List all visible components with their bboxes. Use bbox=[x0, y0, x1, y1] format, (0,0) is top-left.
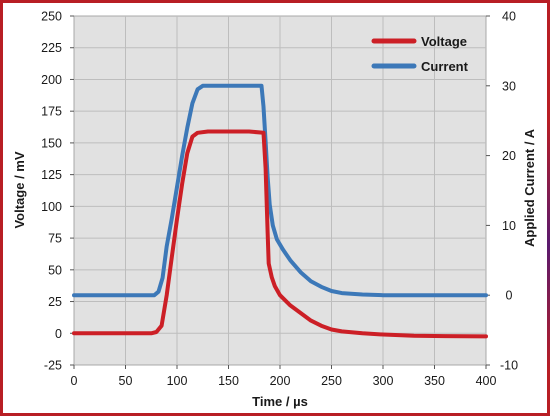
x-tick-label: 100 bbox=[167, 374, 188, 388]
y-tick-label: 225 bbox=[41, 41, 62, 55]
x-axis-title: Time / µs bbox=[252, 394, 308, 409]
y2-tick-label: 40 bbox=[502, 10, 516, 24]
y-axis-title: Voltage / mV bbox=[12, 151, 27, 228]
y2-tick-label: 20 bbox=[502, 149, 516, 163]
legend: Voltage Current bbox=[371, 34, 469, 74]
y-tick-label: 250 bbox=[41, 10, 62, 24]
x-tick-labels: 0 50 100 150 200 250 300 350 400 bbox=[71, 374, 497, 388]
x-tick-label: 250 bbox=[321, 374, 342, 388]
y-tick-label: 25 bbox=[48, 295, 62, 309]
x-tick-label: 350 bbox=[424, 374, 445, 388]
y2-axis-title: Applied Current / A bbox=[522, 128, 537, 247]
y-tick-label: 0 bbox=[55, 327, 62, 341]
legend-label-current: Current bbox=[421, 59, 469, 74]
x-tick-label: 400 bbox=[476, 374, 497, 388]
x-tick-label: 150 bbox=[218, 374, 239, 388]
y-tick-label: 150 bbox=[41, 136, 62, 150]
y-tick-label: 175 bbox=[41, 105, 62, 119]
frame-edge-decoration bbox=[547, 120, 550, 370]
series-line-current bbox=[72, 83, 488, 298]
y-tick-label: 100 bbox=[41, 200, 62, 214]
series-layer bbox=[72, 83, 488, 339]
y-tick-label: 50 bbox=[48, 263, 62, 277]
x-tick-label: 0 bbox=[71, 374, 78, 388]
y2-tick-label: 0 bbox=[506, 289, 513, 303]
y2-tick-label: -10 bbox=[500, 359, 518, 373]
x-tick-label: 200 bbox=[270, 374, 291, 388]
x-tick-label: 300 bbox=[373, 374, 394, 388]
y-tick-labels: -25 0 25 50 75 100 125 150 175 200 225 250 bbox=[41, 10, 62, 373]
legend-label-voltage: Voltage bbox=[421, 34, 467, 49]
y2-tick-labels: -10 0 10 20 30 40 bbox=[486, 10, 518, 373]
x-tick-label: 50 bbox=[119, 374, 133, 388]
y-tick-label: 125 bbox=[41, 168, 62, 182]
series-line-voltage bbox=[72, 129, 488, 339]
y-tick-label: 200 bbox=[41, 73, 62, 87]
y2-tick-label: 30 bbox=[502, 79, 516, 93]
y-tick-label: -25 bbox=[44, 359, 62, 373]
y-tick-label: 75 bbox=[48, 232, 62, 246]
y2-tick-label: 10 bbox=[502, 219, 516, 233]
